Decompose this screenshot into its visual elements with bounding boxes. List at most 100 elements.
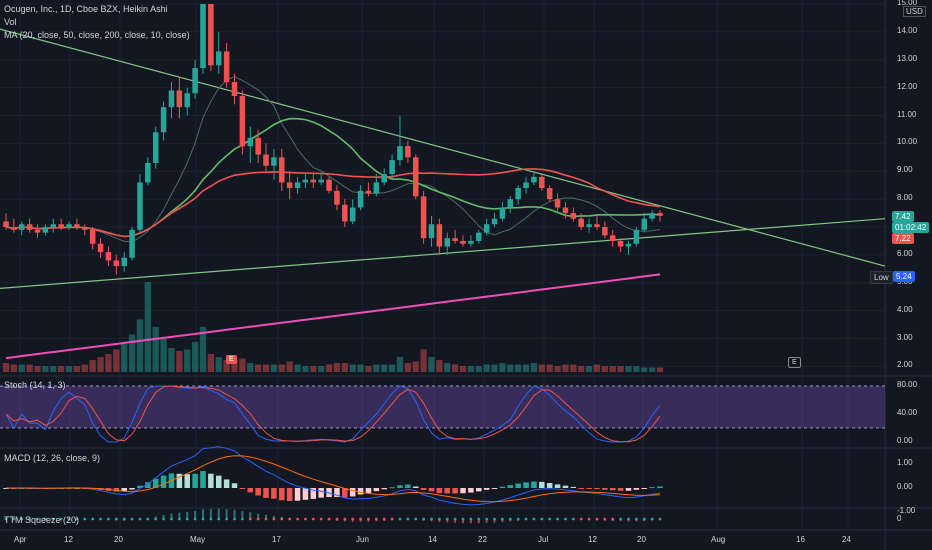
ttm-dot <box>453 517 457 521</box>
ttm-dot <box>91 517 95 521</box>
macd-histogram-bar <box>152 478 159 488</box>
time-tick: Aug <box>711 535 726 544</box>
candle-body <box>570 213 577 219</box>
ttm-bar <box>477 519 480 524</box>
volume-bar <box>373 364 380 372</box>
candle-body <box>168 90 175 108</box>
ma-label: MA (20, close, 50, close, 200, close, 10… <box>4 30 190 40</box>
volume-bar <box>89 360 96 372</box>
macd-histogram-bar <box>247 488 254 493</box>
macd-histogram-bar <box>121 488 127 492</box>
candle-body <box>223 51 230 83</box>
macd-histogram-bar <box>405 484 411 488</box>
candle-body <box>491 218 498 225</box>
macd-histogram-bar <box>531 481 537 488</box>
ttm-dot <box>28 517 32 521</box>
volume-bars <box>2 282 664 372</box>
candle-body <box>89 229 96 244</box>
volume-bar <box>459 366 467 372</box>
volume-bar <box>617 366 624 372</box>
candle-body <box>113 260 120 267</box>
ttm-dot <box>170 517 173 521</box>
candle-body <box>405 146 411 158</box>
stoch-tick: 0.00 <box>897 436 913 445</box>
ttm-dot <box>288 517 292 521</box>
candle-body <box>602 227 608 236</box>
ttm-dot <box>67 517 71 521</box>
time-tick: 20 <box>637 535 646 544</box>
price-tick: 6.00 <box>897 248 913 258</box>
ttm-dot <box>516 517 520 521</box>
macd-histogram-bar <box>239 488 246 490</box>
candle-body <box>420 196 427 239</box>
price-tick: 14.00 <box>897 25 918 35</box>
ttm-bar <box>485 519 488 523</box>
ttm-dot <box>398 517 402 521</box>
ttm-dot <box>524 517 528 521</box>
ttm-dot <box>382 517 386 521</box>
volume-bar <box>333 363 341 372</box>
ttm-dot <box>130 517 134 521</box>
macd-histogram-bar <box>594 488 600 490</box>
macd-histogram-bar <box>602 488 608 490</box>
e-flag-marker[interactable]: E <box>788 357 801 368</box>
macd-histogram-bar <box>491 488 498 489</box>
ttm-dot <box>201 517 205 521</box>
candle-body <box>137 182 143 230</box>
volume-bar <box>585 366 593 372</box>
macd-histogram-bar <box>641 488 647 489</box>
ttm-dot <box>650 517 654 521</box>
volume-bar <box>444 363 451 372</box>
ttm-dot <box>501 517 504 521</box>
macd-histogram-bar <box>570 486 577 488</box>
ttm-dot <box>619 517 623 521</box>
ttm-dot <box>579 517 583 521</box>
candle-body <box>412 157 419 197</box>
ttm-dot <box>485 517 489 521</box>
earnings-marker[interactable]: E <box>226 355 237 364</box>
candle-body <box>58 224 64 228</box>
ttm-bar <box>249 512 252 519</box>
descending-trendline <box>0 28 886 267</box>
macd-histogram-bar <box>657 486 663 488</box>
candle-body <box>105 252 112 261</box>
volume-bar <box>168 348 175 372</box>
macd-histogram-bar <box>255 488 261 496</box>
macd-histogram-bar <box>334 488 340 498</box>
volume-bar <box>412 361 419 372</box>
volume-bar <box>318 366 325 372</box>
time-tick: 20 <box>114 535 123 544</box>
macd-histogram-bar <box>357 488 364 495</box>
candle-body <box>365 190 372 194</box>
ttm-bar <box>186 511 189 519</box>
last-price-tag: 7.42 <box>892 211 914 222</box>
volume-bar <box>144 282 151 372</box>
macd-histogram-bar <box>452 488 458 494</box>
macd-histogram-bar <box>263 488 269 498</box>
volume-bar <box>270 364 278 372</box>
candle-body <box>531 176 537 183</box>
volume-bar <box>357 364 364 372</box>
volume-bar <box>223 360 230 372</box>
candle-body <box>381 174 387 183</box>
time-tick: Jul <box>538 535 549 544</box>
candle-body <box>26 224 33 230</box>
low-label: Low <box>870 271 893 284</box>
macd-histogram-bar <box>476 488 482 492</box>
volume-bar <box>239 358 246 372</box>
volume-bar <box>554 366 561 372</box>
candle-body <box>255 137 261 155</box>
price-tick: 4.00 <box>897 304 913 314</box>
volume-bar <box>578 366 585 372</box>
ttm-dot <box>296 517 299 521</box>
ttm-dot <box>343 517 347 521</box>
ttm-bar <box>241 511 244 519</box>
ttm-dot <box>603 517 607 521</box>
candle-body <box>82 227 88 230</box>
candle-body <box>121 257 127 267</box>
ttm-dot <box>548 517 552 521</box>
ttm-dot <box>430 517 433 521</box>
ma20-line <box>5 117 661 238</box>
macd-histogram-bar <box>160 475 167 488</box>
